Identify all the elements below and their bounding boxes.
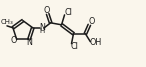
Text: O: O <box>44 6 50 15</box>
Text: H: H <box>40 28 45 34</box>
Text: CH₃: CH₃ <box>1 19 14 25</box>
Text: Cl: Cl <box>64 8 72 17</box>
Text: OH: OH <box>89 38 101 47</box>
Text: O: O <box>11 36 17 45</box>
Text: N: N <box>26 38 32 47</box>
Text: O: O <box>88 17 95 26</box>
Text: N: N <box>39 23 45 32</box>
Text: Cl: Cl <box>71 42 78 51</box>
